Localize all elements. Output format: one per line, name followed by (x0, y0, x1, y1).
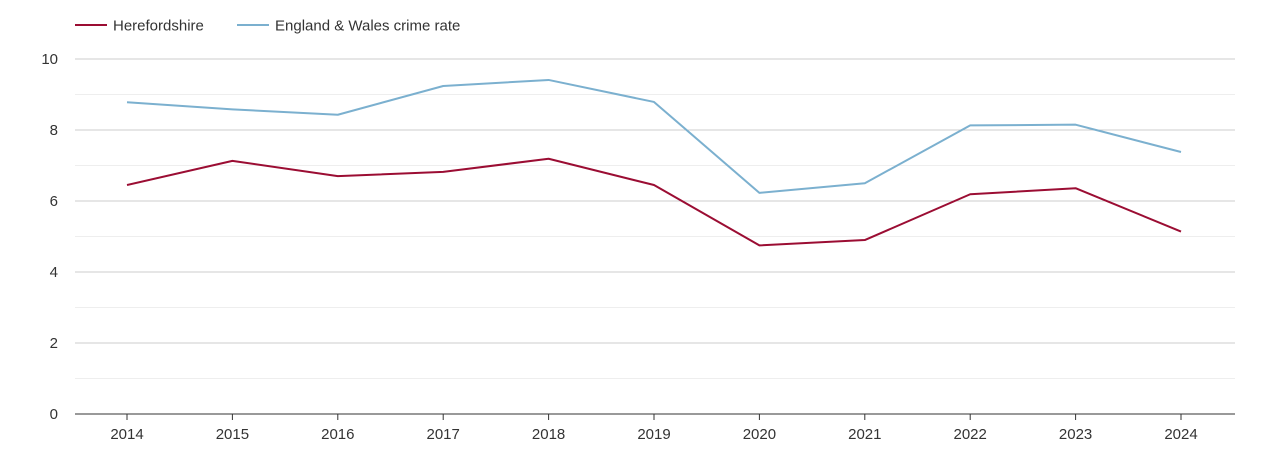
x-tick-label: 2016 (321, 426, 354, 443)
x-tick-label: 2018 (532, 426, 565, 443)
y-tick-label: 2 (50, 335, 58, 352)
x-tick-label: 2024 (1164, 426, 1197, 443)
series-herefordshire (126, 157, 1182, 247)
y-tick-label: 4 (50, 264, 58, 281)
x-tick-label: 2019 (637, 426, 670, 443)
series-lines (126, 78, 1182, 247)
x-tick-label: 2021 (848, 426, 881, 443)
axes: 0 2 4 6 8 10 2014 2015 2016 2017 2018 2019 2020 2021 2… (41, 51, 1235, 443)
x-tick-label: 2014 (110, 426, 143, 443)
series-line (126, 157, 1182, 247)
x-tick-label: 2022 (954, 426, 987, 443)
x-tick-label: 2023 (1059, 426, 1092, 443)
y-tick-label: 6 (50, 193, 58, 210)
legend: Herefordshire England & Wales crime rate (75, 18, 460, 35)
x-tick-label: 2020 (743, 426, 776, 443)
y-tick-label: 8 (50, 122, 58, 139)
series-england-wales-crime-rate (126, 78, 1182, 194)
legend-item[interactable]: Herefordshire (75, 18, 204, 35)
grid-lines (75, 58, 1235, 379)
legend-label: England & Wales crime rate (275, 18, 460, 35)
series-line (126, 78, 1182, 194)
legend-label: Herefordshire (113, 18, 204, 35)
legend-item[interactable]: England & Wales crime rate (237, 18, 460, 35)
x-tick-label: 2015 (216, 426, 249, 443)
y-tick-label: 0 (50, 406, 58, 423)
y-tick-label: 10 (41, 51, 58, 68)
x-tick-label: 2017 (427, 426, 460, 443)
